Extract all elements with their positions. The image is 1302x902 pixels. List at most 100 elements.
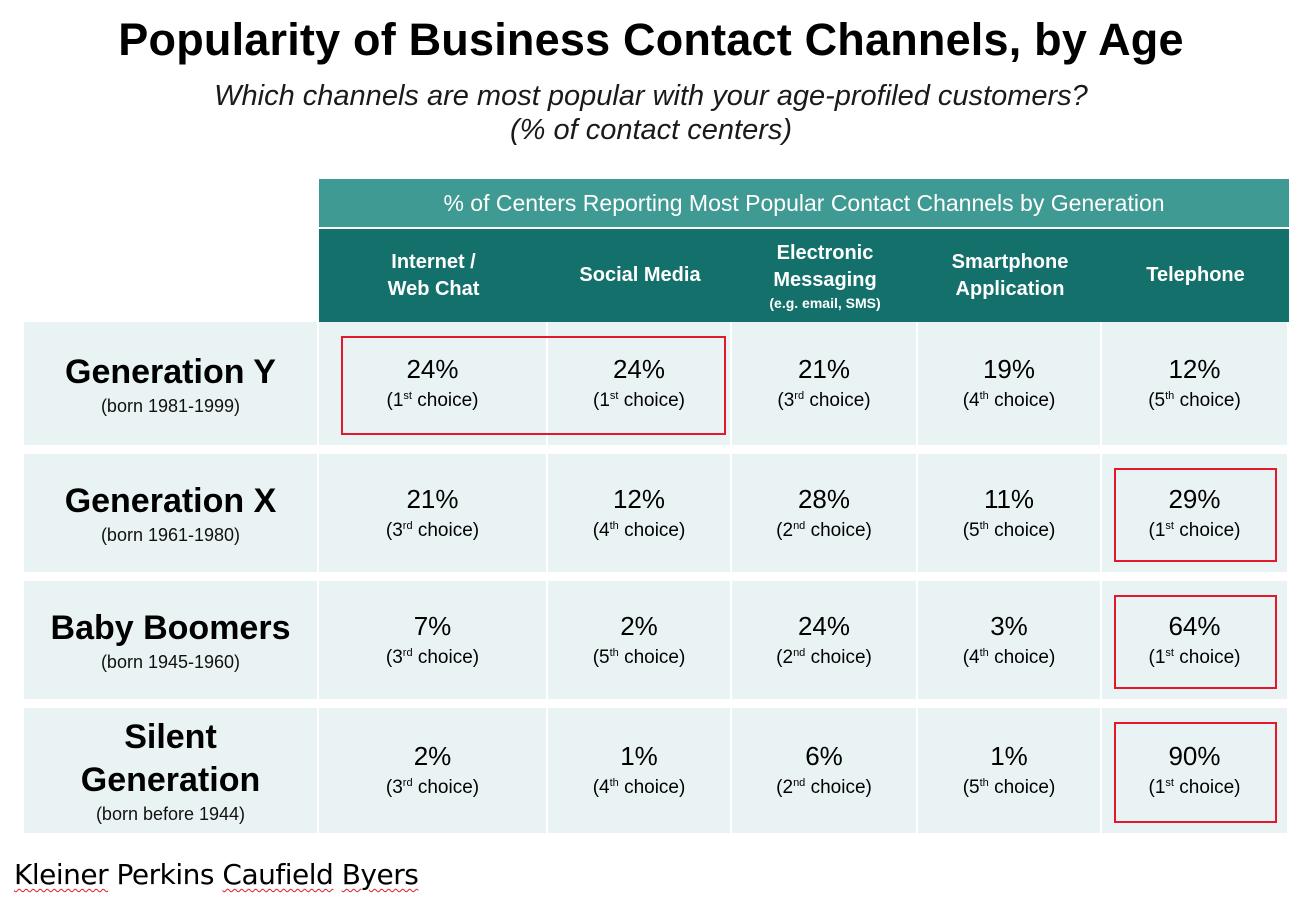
choice-word: choice [417,646,473,668]
rank-number: 3 [783,390,795,411]
table-row: Generation X (born 1961-1980) 21% (3rd choi… [24,454,1289,572]
percent-value: 19% [982,354,1036,384]
table-cell: 19% (4th choice) [918,322,1102,445]
rank-suffix: th [979,777,989,789]
percent-value: 24% [612,354,666,384]
choice-word: choice [1179,646,1235,668]
rank-number: 1 [1154,777,1166,798]
percent-value: 24% [406,354,459,384]
column-header: Electronic Messaging (e.g. email, SMS) [732,229,918,322]
choice-rank: (2nd choice) [776,777,872,798]
percent-value: 28% [797,483,851,514]
table-row: Baby Boomers (born 1945-1960) 7% (3rd choic… [24,581,1289,699]
table-cell: 28% (2nd choice) [732,454,918,572]
rank-number: 4 [969,646,980,668]
table-cell: 3% (4th choice) [918,581,1102,699]
column-header-label: Telephone [1146,264,1245,286]
table-row: Generation Y (born 1981-1999) 24% (1st choi… [24,322,1289,445]
choice-word: choice [994,646,1049,668]
table-row: Silent Generation (born before 1944) 2% (3rd… [24,708,1289,833]
choice-rank: (4th choice) [962,390,1056,411]
percent-value: 1% [620,741,658,771]
rank-suffix: nd [793,519,806,532]
rank-number: 1 [392,390,404,411]
column-header-note: (e.g. email, SMS) [769,294,881,311]
table-cell: 12% (5th choice) [1102,322,1289,445]
rank-suffix: nd [793,646,806,659]
percent-value: 3% [990,610,1028,641]
table-cell: 21% (3rd choice) [732,322,918,445]
percent-value: 11% [983,483,1035,514]
rank-number: 1 [1154,646,1166,668]
percent-value: 6% [805,741,843,771]
row-label: Baby Boomers (born 1945-1960) [24,581,319,699]
choice-rank: (1st choice) [1148,646,1241,668]
table-cell: 11% (5th choice) [918,454,1102,572]
choice-rank: (3rd choice) [385,519,480,541]
table-cell: 21% (3rd choice) [319,454,548,572]
column-header-label: Social Media [579,264,701,286]
table-cell: 2% (3rd choice) [319,708,548,833]
rank-number: 2 [782,777,794,798]
rank-number: 5 [599,646,610,668]
column-header-label: Smartphone [951,250,1069,273]
choice-word: choice [417,519,473,541]
rank-number: 1 [599,390,610,411]
source-word: Kleiner [14,858,109,891]
rank-number: 1 [1154,519,1166,541]
rank-suffix: st [609,390,619,402]
rank-suffix: rd [794,390,805,402]
rank-suffix: th [979,646,989,659]
chart-subtitle-units: (% of contact centers) [509,114,793,146]
choice-word: choice [994,390,1049,411]
row-label: Generation Y (born 1981-1999) [24,322,319,445]
birth-years: (born before 1944) [95,804,246,824]
birth-years: (born 1961-1980) [100,525,241,545]
rank-number: 5 [969,777,980,798]
table-cell: 24% (1st choice) [548,322,732,445]
choice-word: choice [1179,519,1235,541]
choice-rank: (5th choice) [592,646,686,668]
row-label: Silent Generation (born before 1944) [24,708,319,833]
birth-years: (born 1981-1999) [100,395,241,416]
choice-word: choice [1179,390,1235,411]
choice-rank: (1st choice) [1148,777,1241,798]
column-header-label: Electronic [776,241,874,264]
rank-suffix: nd [793,777,806,789]
choice-word: choice [810,519,866,541]
column-header-label: Application [955,277,1065,300]
generation-name: Baby Boomers [50,609,291,647]
choice-rank: (3rd choice) [385,777,480,798]
column-header-row: Internet / Web Chat Social Media Electronic… [319,229,1289,322]
choice-word: choice [417,390,473,411]
choice-rank: (4th choice) [592,777,686,798]
table-cell: 1% (4th choice) [548,708,732,833]
rank-number: 5 [1154,390,1166,411]
choice-rank: (1st choice) [1148,519,1241,541]
column-header-label: Web Chat [387,277,480,300]
percent-value: 24% [797,610,851,641]
rank-suffix: st [1165,777,1174,789]
choice-word: choice [994,519,1049,541]
rank-number: 5 [969,519,980,541]
rank-suffix: th [1165,390,1175,402]
rank-suffix: st [1165,646,1174,659]
row-label: Generation X (born 1961-1980) [24,454,319,572]
percent-value: 7% [413,610,452,641]
table-cell: 24% (1st choice) [319,322,548,445]
choice-rank: (5th choice) [1148,390,1241,411]
percent-value: 21% [797,354,851,384]
rank-suffix: th [979,390,989,402]
choice-word: choice [994,777,1049,798]
choice-rank: (5th choice) [962,777,1056,798]
column-header: Smartphone Application [918,229,1102,322]
choice-rank: (3rd choice) [385,646,480,668]
source-word: Byers [341,858,419,891]
source-credit: Kleiner Perkins Caufield Byers [14,858,419,891]
choice-word: choice [624,519,679,541]
choice-rank: (2nd choice) [776,519,872,541]
rank-suffix: th [609,777,619,789]
rank-number: 2 [782,646,794,668]
rank-suffix: rd [402,519,413,532]
choice-rank: (4th choice) [962,646,1056,668]
